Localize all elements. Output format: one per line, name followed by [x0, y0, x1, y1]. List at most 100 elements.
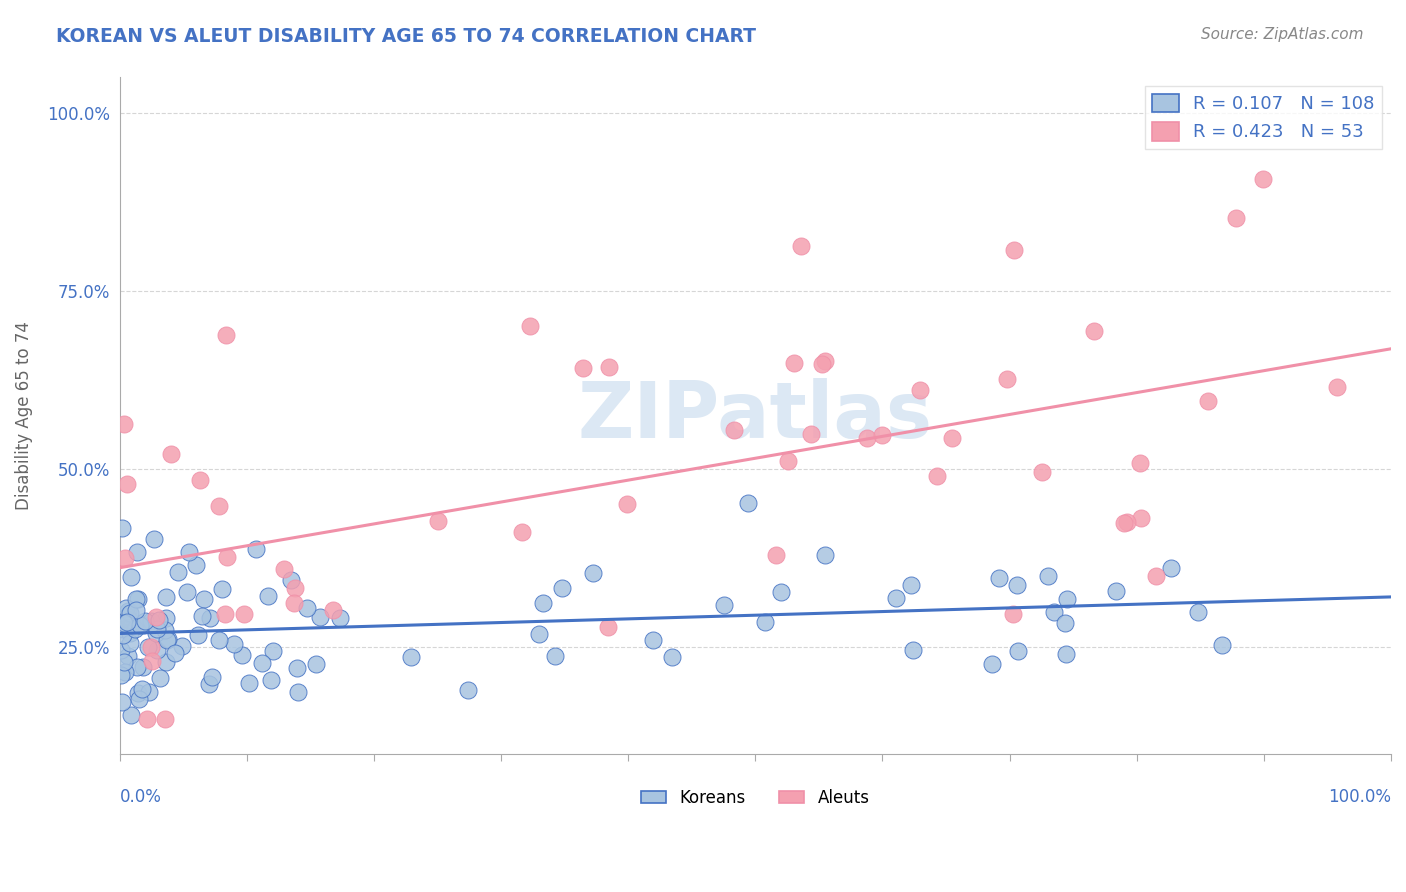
Point	[184, 558, 207, 573]
Point	[167, 565, 190, 579]
Point	[641, 633, 664, 648]
Point	[231, 648, 253, 662]
Point	[139, 615, 162, 629]
Point	[1083, 324, 1105, 338]
Point	[661, 650, 683, 665]
Point	[1007, 578, 1029, 592]
Point	[285, 661, 308, 675]
Point	[111, 521, 134, 535]
Point	[1054, 647, 1077, 661]
Point	[156, 633, 179, 648]
Point	[531, 596, 554, 610]
Point	[111, 695, 134, 709]
Point	[131, 681, 153, 696]
Point	[153, 712, 176, 726]
Point	[138, 685, 160, 699]
Point	[551, 581, 574, 595]
Point	[322, 603, 344, 617]
Point	[901, 643, 924, 657]
Point	[112, 655, 135, 669]
Text: ZIPatlas: ZIPatlas	[578, 378, 932, 454]
Point	[117, 648, 139, 663]
Point	[988, 571, 1011, 585]
Point	[713, 598, 735, 612]
Point	[214, 607, 236, 621]
Point	[132, 618, 155, 632]
Point	[120, 707, 142, 722]
Point	[1251, 172, 1274, 186]
Point	[800, 427, 823, 442]
Point	[1197, 393, 1219, 408]
Point	[519, 318, 541, 333]
Point	[233, 607, 256, 622]
Point	[114, 550, 136, 565]
Point	[208, 500, 231, 514]
Point	[1036, 568, 1059, 582]
Point	[149, 671, 172, 685]
Point	[172, 639, 194, 653]
Point	[427, 514, 450, 528]
Point	[287, 684, 309, 698]
Point	[117, 608, 139, 623]
Point	[1211, 638, 1233, 652]
Point	[765, 548, 787, 562]
Point	[309, 609, 332, 624]
Point	[252, 657, 274, 671]
Y-axis label: Disability Age 65 to 74: Disability Age 65 to 74	[15, 321, 32, 510]
Point	[110, 668, 132, 682]
Point	[114, 665, 136, 679]
Point	[1116, 515, 1139, 529]
Point	[598, 620, 620, 634]
Point	[981, 657, 1004, 672]
Point	[1007, 644, 1029, 658]
Point	[156, 632, 179, 646]
Point	[118, 613, 141, 627]
Point	[112, 417, 135, 431]
Point	[1326, 380, 1348, 394]
Point	[128, 692, 150, 706]
Point	[198, 677, 221, 691]
Point	[188, 474, 211, 488]
Point	[110, 643, 132, 657]
Point	[1144, 569, 1167, 583]
Point	[238, 675, 260, 690]
Point	[870, 427, 893, 442]
Point	[1130, 510, 1153, 524]
Text: 100.0%: 100.0%	[1329, 788, 1391, 806]
Point	[1031, 465, 1053, 479]
Point	[1187, 605, 1209, 619]
Point	[527, 627, 550, 641]
Point	[118, 606, 141, 620]
Point	[856, 431, 879, 445]
Point	[155, 591, 177, 605]
Point	[782, 356, 804, 370]
Point	[941, 431, 963, 445]
Point	[1042, 605, 1064, 619]
Point	[814, 548, 837, 562]
Point	[598, 359, 620, 374]
Point	[262, 644, 284, 658]
Point	[118, 625, 141, 640]
Point	[155, 655, 177, 669]
Point	[136, 712, 159, 726]
Point	[572, 360, 595, 375]
Point	[1160, 561, 1182, 575]
Point	[125, 592, 148, 607]
Point	[145, 609, 167, 624]
Point	[141, 654, 163, 668]
Point	[1002, 607, 1025, 621]
Point	[245, 541, 267, 556]
Point	[121, 615, 143, 629]
Point	[139, 640, 162, 654]
Point	[111, 622, 134, 636]
Point	[399, 650, 422, 665]
Point	[127, 545, 149, 559]
Point	[208, 633, 231, 648]
Point	[117, 604, 139, 618]
Point	[125, 603, 148, 617]
Point	[128, 617, 150, 632]
Point	[1114, 516, 1136, 530]
Point	[273, 562, 295, 576]
Point	[770, 584, 793, 599]
Point	[160, 447, 183, 461]
